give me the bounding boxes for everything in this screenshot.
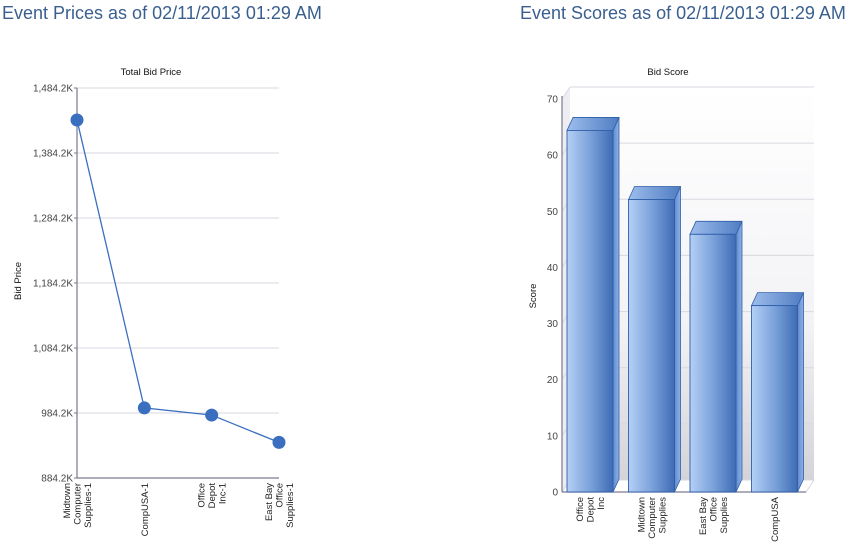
data-point[interactable] bbox=[272, 435, 286, 449]
y-tick-label: 1,084.2K bbox=[33, 344, 73, 355]
x-tick-label: East BayOfficeSupplies bbox=[698, 497, 730, 535]
bar-chart-title: Bid Score bbox=[647, 67, 688, 78]
y-tick-label: 1,184.2K bbox=[33, 279, 73, 290]
y-tick-label: 60 bbox=[547, 151, 559, 162]
y-tick-label: 1,484.2K bbox=[33, 84, 73, 95]
y-tick-label: 884.2K bbox=[41, 474, 73, 485]
x-tick-label: OfficeDepotInc-1 bbox=[197, 483, 229, 509]
x-tick-label: MidtownComputerSupplies bbox=[637, 497, 669, 539]
y-tick-label: 50 bbox=[547, 207, 559, 218]
y-tick-label: 70 bbox=[547, 95, 559, 106]
y-axis-label: Score bbox=[528, 284, 539, 309]
data-point[interactable] bbox=[70, 113, 84, 127]
y-axis-label: Bid Price bbox=[13, 262, 24, 300]
x-tick-label: OfficeDepotInc bbox=[575, 497, 607, 523]
y-tick-label: 20 bbox=[547, 375, 559, 386]
y-tick-label: 1,384.2K bbox=[33, 149, 73, 160]
bar[interactable] bbox=[566, 117, 620, 493]
x-tick-label: CompUSA-1 bbox=[140, 483, 151, 536]
y-tick-label: 1,284.2K bbox=[33, 214, 73, 225]
data-point[interactable] bbox=[137, 401, 151, 415]
bid-price-line bbox=[76, 119, 280, 443]
bar[interactable] bbox=[689, 220, 743, 493]
bar[interactable] bbox=[627, 186, 682, 493]
bar[interactable] bbox=[750, 292, 805, 493]
line-chart-title: Total Bid Price bbox=[121, 67, 182, 78]
event-scores-title: Event Scores as of 02/11/2013 01:29 AM bbox=[520, 3, 846, 23]
y-tick-label: 0 bbox=[552, 488, 558, 499]
y-tick-label: 984.2K bbox=[41, 409, 73, 420]
data-point[interactable] bbox=[205, 408, 219, 422]
y-tick-label: 40 bbox=[547, 263, 559, 274]
y-tick-label: 30 bbox=[547, 319, 559, 330]
x-tick-label: CompUSA bbox=[770, 496, 781, 542]
y-tick-label: 10 bbox=[547, 431, 559, 442]
x-tick-label: MidtownComputerSupplies-1 bbox=[62, 483, 94, 528]
x-tick-label: East BayOfficeSupplies-1 bbox=[264, 483, 296, 528]
event-prices-title: Event Prices as of 02/11/2013 01:29 AM bbox=[2, 3, 322, 23]
